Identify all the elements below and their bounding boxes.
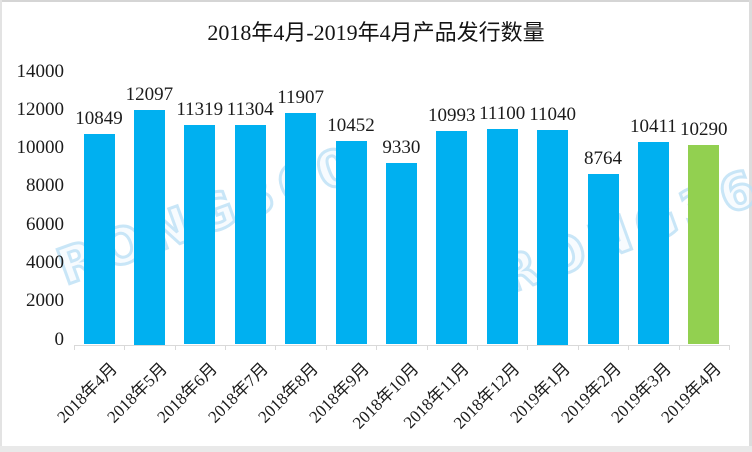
bar	[688, 144, 720, 345]
x-axis-tick	[225, 344, 226, 350]
x-axis-tick	[376, 344, 378, 350]
bar	[234, 124, 266, 345]
bar-value-label: 11319	[176, 98, 224, 120]
bar-value-label: 11907	[277, 87, 324, 109]
x-axis-tick	[628, 344, 630, 350]
y-axis-label: 12000	[16, 98, 65, 120]
bar-value-label: 11100	[479, 102, 526, 124]
bar-value-label: 10290	[680, 118, 728, 140]
y-axis-label: 10000	[16, 137, 65, 159]
x-axis-tick	[174, 344, 176, 350]
window-border-right	[749, 0, 752, 452]
bar	[83, 133, 115, 345]
x-axis-tick	[426, 344, 428, 350]
bar	[637, 142, 669, 345]
y-axis-label: 0	[54, 328, 65, 350]
bar-value-label: 11040	[529, 104, 576, 125]
x-axis-tick	[678, 344, 680, 350]
bar-value-label: 9330	[382, 137, 421, 159]
chart-title: 2018年4月-2019年4月产品发行数量	[207, 20, 545, 45]
y-axis-label: 8000	[26, 175, 64, 197]
window-border-left	[0, 0, 2, 452]
bar-value-label: 10411	[629, 116, 677, 138]
bar	[537, 130, 569, 345]
bar	[385, 163, 417, 345]
bar-value-label: 10849	[75, 107, 123, 129]
bar	[285, 113, 317, 345]
x-axis-tick	[275, 344, 277, 350]
y-axis-label: 2000	[26, 290, 64, 312]
window-border-top	[0, 0, 752, 2]
bar-value-label: 12097	[125, 83, 174, 105]
bar	[436, 130, 468, 345]
y-axis-label: 4000	[26, 251, 64, 273]
x-axis-tick	[325, 344, 327, 350]
bar	[335, 141, 367, 345]
x-axis-tick	[477, 344, 478, 350]
bar-value-label: 11304	[226, 98, 274, 120]
bar-value-label: 8764	[584, 148, 622, 170]
y-axis-label: 14000	[16, 60, 65, 82]
x-axis-tick	[577, 344, 579, 350]
x-axis-tick	[73, 344, 75, 350]
bar-value-label: 10993	[428, 104, 476, 126]
x-axis-tick	[124, 344, 126, 350]
window-border-bottom	[0, 446, 752, 452]
bar	[133, 109, 165, 345]
y-axis-label: 6000	[26, 213, 64, 235]
x-axis-line	[74, 344, 729, 346]
x-axis-tick	[527, 344, 529, 350]
bar	[184, 124, 216, 345]
x-axis-tick	[729, 344, 730, 350]
bar-value-label: 10452	[327, 115, 375, 137]
bar	[486, 128, 518, 345]
bar	[587, 174, 619, 345]
